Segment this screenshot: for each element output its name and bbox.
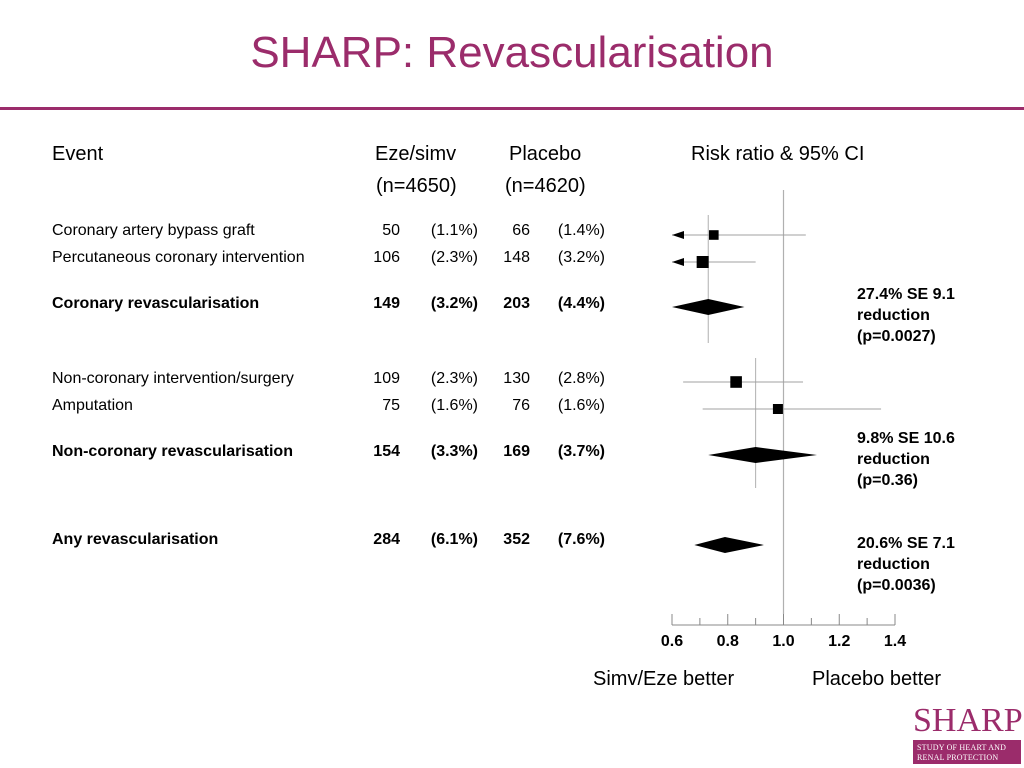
event-label: Percutaneous coronary intervention xyxy=(52,249,305,266)
event-label: Non-coronary intervention/surgery xyxy=(52,370,294,387)
placebo-count: 203 xyxy=(503,295,530,312)
header-placebo-n: (n=4620) xyxy=(505,175,586,197)
logo-subtitle-2: RENAL PROTECTION xyxy=(917,753,999,762)
header-placebo: Placebo xyxy=(509,143,582,165)
placebo-count: 76 xyxy=(512,397,530,414)
point-estimate xyxy=(772,404,783,414)
event-label: Amputation xyxy=(52,397,133,414)
eze-count: 109 xyxy=(373,370,400,387)
eze-count: 149 xyxy=(373,295,400,312)
placebo-percent: (1.4%) xyxy=(557,222,605,239)
result-line: (p=0.0027) xyxy=(857,328,936,345)
result-any: 20.6% SE 7.1 reduction (p=0.0036) xyxy=(857,533,955,596)
axis-right-label: Placebo better xyxy=(812,668,941,690)
ci-arrow-left xyxy=(672,231,684,239)
result-line: 20.6% SE 7.1 xyxy=(857,535,955,552)
x-tick-label: 1.0 xyxy=(772,633,794,650)
x-tick-label: 1.2 xyxy=(828,633,850,650)
eze-count: 284 xyxy=(373,531,400,548)
placebo-count: 352 xyxy=(503,531,530,548)
event-label: Coronary artery bypass graft xyxy=(52,222,255,239)
eze-percent: (3.3%) xyxy=(430,443,478,460)
placebo-percent: (3.2%) xyxy=(557,249,605,266)
summary-diamond xyxy=(694,537,764,553)
eze-percent: (2.3%) xyxy=(430,370,478,387)
result-line: (p=0.36) xyxy=(857,472,918,489)
eze-percent: (2.3%) xyxy=(430,249,478,266)
placebo-count: 148 xyxy=(503,249,530,266)
event-label: Non-coronary revascularisation xyxy=(52,443,293,460)
result-line: 27.4% SE 9.1 xyxy=(857,286,955,303)
title-rule xyxy=(0,107,1024,110)
x-tick-label: 0.6 xyxy=(661,633,683,650)
eze-count: 50 xyxy=(382,222,400,239)
placebo-percent: (1.6%) xyxy=(557,397,605,414)
placebo-count: 66 xyxy=(512,222,530,239)
result-line: reduction xyxy=(857,307,930,324)
logo-bar: STUDY OF HEART AND RENAL PROTECTION xyxy=(913,740,1021,764)
header-eze: Eze/simv xyxy=(375,143,457,165)
eze-count: 106 xyxy=(373,249,400,266)
point-estimate xyxy=(709,230,719,240)
page-title: SHARP: Revascularisation xyxy=(250,28,774,77)
summary-diamond xyxy=(672,299,745,315)
placebo-percent: (7.6%) xyxy=(557,531,605,548)
point-estimate xyxy=(730,376,742,388)
logo-subtitle-1: STUDY OF HEART AND xyxy=(917,743,1007,752)
result-line: (p=0.0036) xyxy=(857,577,936,594)
result-coronary: 27.4% SE 9.1 reduction (p=0.0027) xyxy=(857,284,955,347)
eze-percent: (1.6%) xyxy=(430,397,478,414)
sharp-logo: SHARP STUDY OF HEART AND RENAL PROTECTIO… xyxy=(913,702,1023,764)
eze-percent: (1.1%) xyxy=(430,222,478,239)
logo-wordmark: SHARP xyxy=(913,702,1023,739)
header-risk-ratio: Risk ratio & 95% CI xyxy=(691,143,865,165)
x-tick-label: 1.4 xyxy=(884,633,906,650)
axis-left-label: Simv/Eze better xyxy=(593,668,735,690)
result-line: reduction xyxy=(857,556,930,573)
placebo-count: 130 xyxy=(503,370,530,387)
placebo-count: 169 xyxy=(503,443,530,460)
placebo-percent: (4.4%) xyxy=(557,295,605,312)
ci-arrow-left xyxy=(672,258,684,266)
x-tick-label: 0.8 xyxy=(717,633,739,650)
point-estimate xyxy=(696,256,709,268)
placebo-percent: (3.7%) xyxy=(557,443,605,460)
eze-count: 75 xyxy=(382,397,400,414)
result-line: reduction xyxy=(857,451,930,468)
eze-count: 154 xyxy=(373,443,400,460)
eze-percent: (3.2%) xyxy=(430,295,478,312)
event-label: Coronary revascularisation xyxy=(52,295,260,312)
eze-percent: (6.1%) xyxy=(430,531,478,548)
result-line: 9.8% SE 10.6 xyxy=(857,430,955,447)
summary-diamond xyxy=(708,447,817,463)
placebo-percent: (2.8%) xyxy=(557,370,605,387)
event-label: Any revascularisation xyxy=(52,531,219,548)
header-eze-n: (n=4650) xyxy=(376,175,457,197)
header-event: Event xyxy=(52,143,104,165)
result-non-coronary: 9.8% SE 10.6 reduction (p=0.36) xyxy=(857,428,955,491)
